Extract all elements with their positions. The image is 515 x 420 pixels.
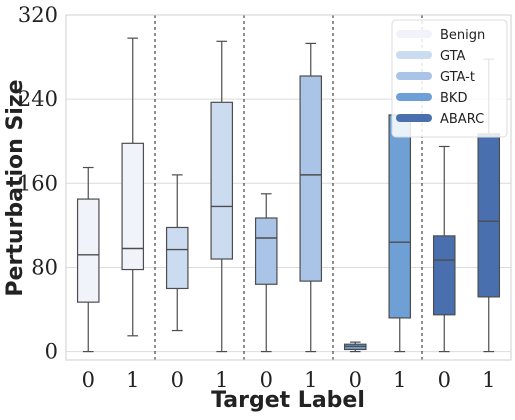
x-tick-label: 1 [482, 368, 495, 392]
group-separators [154, 15, 423, 360]
x-tick-label: 1 [304, 368, 317, 392]
legend-frame [391, 19, 508, 138]
x-tick-label: 1 [126, 368, 139, 392]
x-tick-label: 0 [82, 368, 95, 392]
box-gta-0 [165, 174, 189, 332]
y-tick-label: 240 [18, 87, 58, 111]
box-body [299, 75, 323, 282]
box-abarc-0 [432, 145, 456, 353]
legend: Benign GTA GTA-t BKD ABARC [391, 19, 508, 138]
box-body [76, 198, 100, 303]
box-bkd-0 [343, 341, 367, 353]
x-axis-label: Target Label [211, 388, 365, 413]
y-tick-label: 80 [31, 255, 58, 279]
box-body [432, 235, 456, 316]
legend-label-gta: GTA [440, 49, 466, 64]
x-tick-label: 0 [260, 368, 273, 392]
x-tick-label: 0 [438, 368, 451, 392]
box-benign-1 [121, 37, 145, 337]
x-tick-label: 1 [393, 368, 406, 392]
y-tick-label: 160 [18, 171, 58, 195]
legend-label-benign: Benign [440, 28, 485, 43]
x-tick-labels: 0 1 0 1 0 1 0 1 0 1 [82, 368, 496, 392]
box-benign-0 [76, 166, 100, 353]
box-body [210, 101, 234, 260]
legend-label-gta-t: GTA-t [440, 70, 475, 85]
box-body [254, 217, 278, 285]
y-tick-label: 0 [45, 340, 58, 364]
x-tick-label: 0 [171, 368, 184, 392]
y-tick-labels: 0 80 160 240 320 [18, 3, 58, 364]
box-gta-t-1 [299, 42, 323, 353]
boxes [76, 37, 501, 353]
x-tick-label: 0 [349, 368, 362, 392]
box-body [477, 133, 501, 298]
x-tick-label: 1 [215, 368, 228, 392]
box-body [121, 142, 145, 271]
box-bkd-1 [388, 114, 412, 353]
box-gta-1 [210, 40, 234, 353]
box-gta-t-0 [254, 193, 278, 353]
plot-frame [65, 14, 512, 361]
box-body [388, 114, 412, 319]
legend-label-abarc: ABARC [440, 112, 484, 127]
legend-label-bkd: BKD [440, 91, 467, 106]
y-axis-label: Perturbation Size [3, 79, 28, 296]
box-body [165, 226, 189, 290]
y-tick-label: 320 [18, 3, 58, 27]
